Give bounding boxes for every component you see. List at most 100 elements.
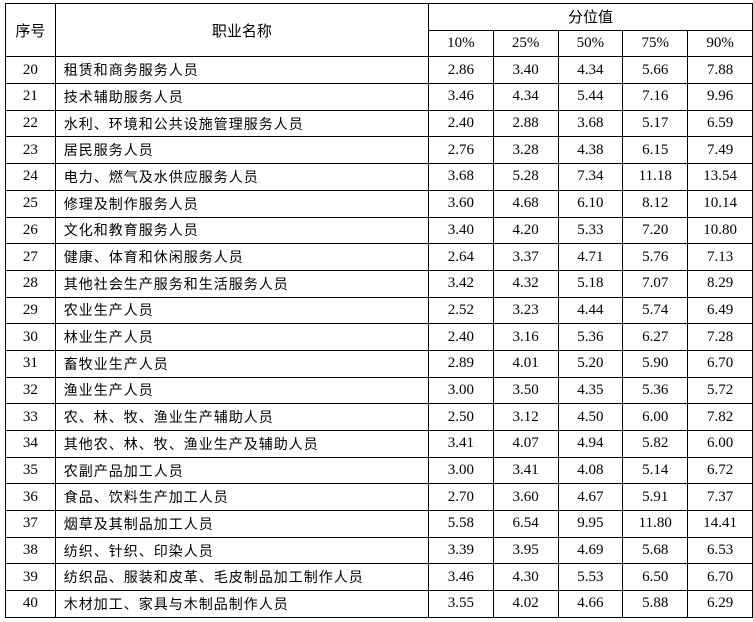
occupation-name: 文化和教育服务人员	[54, 216, 429, 245]
percentile-value: 6.54	[492, 510, 559, 538]
row-index: 30	[5, 323, 56, 351]
occupation-name: 农副产品加工人员	[54, 456, 429, 485]
percentile-value: 3.40	[427, 216, 494, 245]
percentile-value: 10.14	[687, 189, 753, 218]
table-row: 33 农、林、牧、渔业生产辅助人员 2.50 3.12 4.50 6.00 7.82	[5, 403, 753, 431]
percentile-value: 4.94	[557, 430, 624, 458]
occupation-name: 林业生产人员	[54, 323, 429, 351]
percentile-value: 7.49	[687, 136, 753, 165]
row-index: 26	[5, 216, 56, 245]
table-row: 21 技术辅助服务人员 3.46 4.34 5.44 7.16 9.96	[5, 83, 753, 111]
occupation-name: 农、林、牧、渔业生产辅助人员	[54, 403, 429, 431]
occupation-name: 修理及制作服务人员	[54, 189, 429, 218]
percentile-value: 3.46	[427, 83, 494, 111]
percentile-value: 3.39	[427, 536, 494, 565]
percentile-value: 4.08	[557, 456, 624, 485]
percentile-value: 4.44	[557, 296, 624, 325]
percentile-value: 2.50	[427, 403, 494, 431]
percentile-value: 8.29	[687, 269, 753, 298]
percentile-value: 4.67	[557, 483, 624, 512]
percentile-value: 4.68	[492, 189, 559, 218]
percentile-value: 3.00	[427, 376, 494, 405]
percentile-value: 2.86	[427, 56, 494, 85]
percentile-value: 3.37	[492, 243, 559, 271]
percentile-value: 6.29	[687, 590, 753, 618]
percentile-value: 5.33	[557, 216, 624, 245]
percentile-value: 5.74	[622, 296, 689, 325]
percentile-value: 5.17	[622, 109, 689, 138]
percentile-value: 7.82	[687, 403, 753, 431]
table-row: 31 畜牧业生产人员 2.89 4.01 5.20 5.90 6.70	[5, 349, 753, 378]
row-index: 34	[5, 430, 56, 458]
percentile-value: 3.60	[427, 189, 494, 218]
percentile-value: 10.80	[687, 216, 753, 245]
occupation-name: 畜牧业生产人员	[54, 349, 429, 378]
table-row: 36 食品、饮料生产加工人员 2.70 3.60 4.67 5.91 7.37	[5, 483, 753, 512]
row-index: 33	[5, 403, 56, 431]
header-percentile-90: 90%	[687, 29, 753, 58]
row-index: 40	[5, 590, 56, 618]
percentile-value: 4.50	[557, 403, 624, 431]
table-row: 37 烟草及其制品加工人员 5.58 6.54 9.95 11.80 14.41	[5, 510, 753, 538]
row-index: 35	[5, 456, 56, 485]
percentile-value: 2.52	[427, 296, 494, 325]
row-index: 36	[5, 483, 56, 512]
header-percentile-25: 25%	[492, 29, 559, 58]
table-row: 22 水利、环境和公共设施管理服务人员 2.40 2.88 3.68 5.17 6.59	[5, 109, 753, 138]
occupation-name: 水利、环境和公共设施管理服务人员	[54, 109, 429, 138]
occupation-name: 租赁和商务服务人员	[54, 56, 429, 85]
table-row: 32 渔业生产人员 3.00 3.50 4.35 5.36 5.72	[5, 376, 753, 405]
percentile-value: 7.07	[622, 269, 689, 298]
occupation-name: 食品、饮料生产加工人员	[54, 483, 429, 512]
header-occupation: 职业名称	[54, 2, 429, 58]
percentile-value: 3.40	[492, 56, 559, 85]
occupation-name: 其他农、林、牧、渔业生产及辅助人员	[54, 430, 429, 458]
row-index: 21	[5, 83, 56, 111]
percentile-value: 5.90	[622, 349, 689, 378]
percentile-value: 2.40	[427, 323, 494, 351]
percentile-value: 7.20	[622, 216, 689, 245]
percentile-value: 3.16	[492, 323, 559, 351]
percentile-value: 4.38	[557, 136, 624, 165]
row-index: 27	[5, 243, 56, 271]
percentile-value: 4.34	[492, 83, 559, 111]
occupation-name: 其他社会生产服务和生活服务人员	[54, 269, 429, 298]
row-index: 32	[5, 376, 56, 405]
percentile-value: 6.50	[622, 563, 689, 592]
percentile-value: 6.72	[687, 456, 753, 485]
percentile-value: 4.71	[557, 243, 624, 271]
percentile-value: 4.20	[492, 216, 559, 245]
percentile-value: 11.18	[622, 163, 689, 191]
percentile-value: 9.96	[687, 83, 753, 111]
percentile-value: 3.41	[427, 430, 494, 458]
occupation-name: 渔业生产人员	[54, 376, 429, 405]
occupation-name: 农业生产人员	[54, 296, 429, 325]
percentile-value: 3.55	[427, 590, 494, 618]
occupation-name: 烟草及其制品加工人员	[54, 510, 429, 538]
percentile-value: 7.16	[622, 83, 689, 111]
row-index: 38	[5, 536, 56, 565]
percentile-value: 6.70	[687, 349, 753, 378]
percentile-value: 5.36	[622, 376, 689, 405]
table-row: 25 修理及制作服务人员 3.60 4.68 6.10 8.12 10.14	[5, 189, 753, 218]
percentile-value: 3.50	[492, 376, 559, 405]
percentile-value: 4.02	[492, 590, 559, 618]
percentile-value: 5.91	[622, 483, 689, 512]
occupation-name: 居民服务人员	[54, 136, 429, 165]
percentile-value: 4.69	[557, 536, 624, 565]
percentile-value: 3.60	[492, 483, 559, 512]
percentile-value: 4.07	[492, 430, 559, 458]
percentile-value: 5.28	[492, 163, 559, 191]
percentile-value: 5.53	[557, 563, 624, 592]
percentile-value: 13.54	[687, 163, 753, 191]
occupation-name: 电力、燃气及水供应服务人员	[54, 163, 429, 191]
percentile-value: 3.46	[427, 563, 494, 592]
table-row: 38 纺织、针织、印染人员 3.39 3.95 4.69 5.68 6.53	[5, 536, 753, 565]
percentile-value: 2.89	[427, 349, 494, 378]
percentile-value: 5.58	[427, 510, 494, 538]
table-row: 39 纺织品、服装和皮革、毛皮制品加工制作人员 3.46 4.30 5.53 6.50 6.…	[5, 563, 753, 592]
occupation-name: 纺织、针织、印染人员	[54, 536, 429, 565]
header-percentile-75: 75%	[622, 29, 689, 58]
percentile-value: 4.34	[557, 56, 624, 85]
percentile-value: 5.68	[622, 536, 689, 565]
